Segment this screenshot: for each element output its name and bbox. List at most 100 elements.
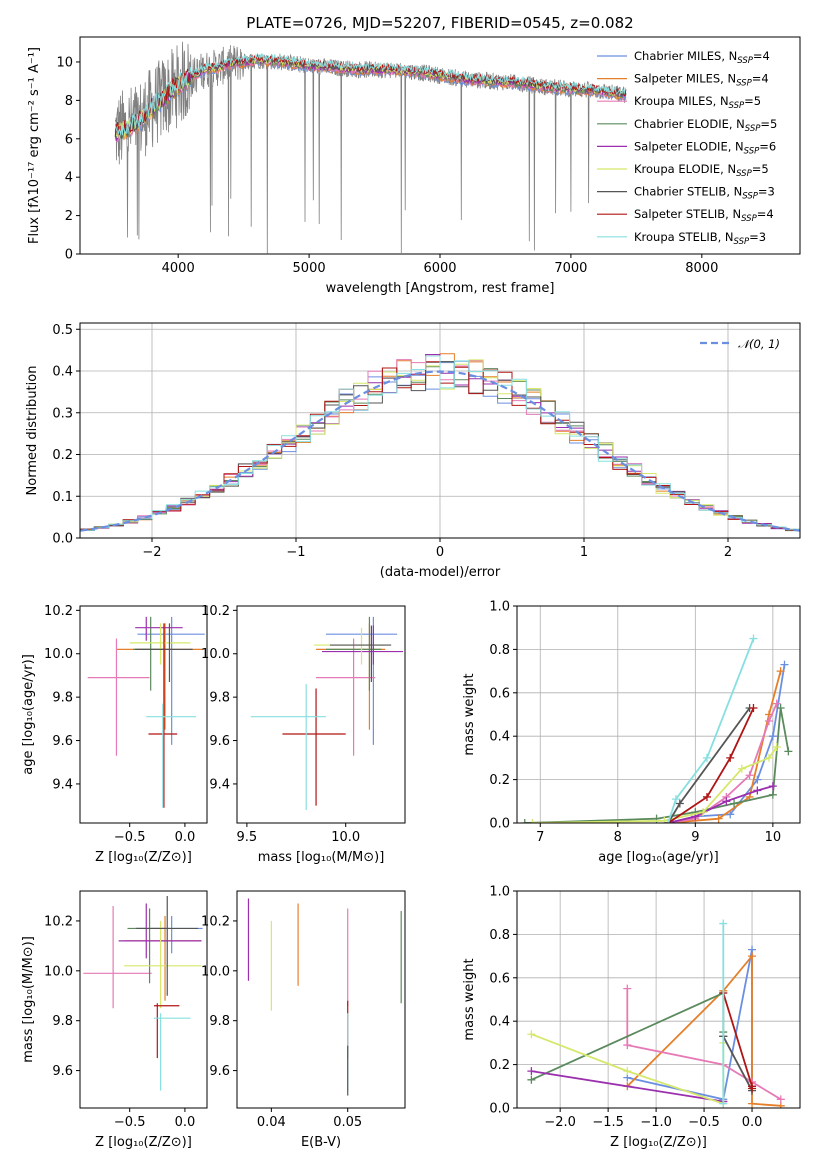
figure-title: PLATE=0726, MJD=52207, FIBERID=0545, z=0… (246, 14, 633, 32)
x-tick-label: −0.5 (688, 1115, 720, 1130)
y-tick-label: 0.0 (52, 532, 73, 547)
y-tick-label: 0.4 (489, 1015, 510, 1030)
errorbar-point (116, 623, 203, 730)
plot-area (114, 41, 627, 254)
errorbar-point (153, 1003, 180, 1059)
plot-area (517, 606, 800, 823)
x-axis-label: mass [log₁₀(M/M⊙)] (258, 850, 385, 865)
x-tick-label: 8000 (685, 261, 718, 276)
x-tick-label: −0.5 (114, 830, 146, 845)
plus-marker (664, 819, 673, 823)
plus-marker (527, 1067, 536, 1076)
plus-marker (520, 819, 529, 823)
plot-area (83, 895, 203, 1091)
panel-age-vs-z: −0.5 0.0 9.4 9.6 9.8 10.0 10.2 Z [log₁₀(Z/Z⊙)] a… (21, 604, 208, 865)
plus-marker (776, 703, 785, 712)
y-tick-label: 0.8 (489, 643, 510, 658)
legend-entry: Chabrier STELIB, NSSP=3 (634, 185, 775, 202)
legend-entry: Salpeter STELIB, NSSP=4 (634, 207, 774, 224)
errorbar-point (250, 684, 326, 810)
axes-frame (516, 890, 801, 1109)
y-tick-label: 9.4 (52, 777, 73, 792)
plot-area (87, 616, 205, 808)
errorbar-point (146, 703, 196, 808)
x-tick-label: 10.0 (331, 830, 360, 845)
y-axis-label: mass [log₁₀(M/M⊙)] (21, 936, 36, 1063)
plus-marker (776, 1095, 785, 1104)
plus-marker (714, 814, 723, 823)
plus-marker (528, 819, 537, 823)
legend-entry: Salpeter MILES, NSSP=4 (634, 72, 769, 89)
errorbar-point (282, 688, 346, 806)
plot-area (517, 891, 800, 1108)
x-tick-label: 0.05 (333, 1115, 362, 1130)
x-tick-label: 7 (536, 830, 544, 845)
errorbar-point (314, 627, 386, 665)
y-tick-label: 10.0 (201, 647, 230, 662)
y-tick-label: 4 (65, 171, 73, 186)
plus-marker (764, 753, 773, 762)
x-tick-label: 9.5 (237, 830, 258, 845)
x-tick-label: −1.5 (592, 1115, 624, 1130)
x-tick-label: −2.0 (544, 1115, 576, 1130)
panel-residual-histogram: −2 −1 0 1 2 0.0 0.1 0.2 0.3 0.4 0.5 (data-model)/er… (25, 322, 801, 580)
y-axis-label: age [log₁₀(age/yr)] (21, 654, 36, 775)
mass-weight-line (668, 703, 778, 823)
plus-marker (527, 1030, 536, 1039)
y-tick-label: 9.6 (52, 734, 73, 749)
y-tick-label: 9.6 (209, 1064, 230, 1079)
plus-marker (623, 984, 632, 993)
plus-marker (748, 1099, 757, 1108)
plus-marker (527, 1075, 536, 1084)
y-tick-label: 0.6 (489, 971, 510, 986)
axes-frame (236, 605, 406, 824)
y-tick-label: 1.0 (489, 885, 510, 900)
x-tick-label: 6000 (423, 261, 456, 276)
errorbar-point (127, 908, 169, 984)
plus-marker (772, 699, 781, 708)
y-tick-label: 0.1 (52, 490, 73, 505)
plus-marker (737, 764, 746, 773)
axes-frame (79, 36, 801, 255)
plus-marker (671, 795, 680, 804)
plus-marker (753, 775, 762, 784)
plus-marker (675, 799, 684, 808)
legend-entry: Kroupa STELIB, NSSP=3 (634, 230, 766, 247)
mass-weight-line (532, 746, 778, 823)
y-tick-label: 9.4 (209, 777, 230, 792)
y-tick-label: 9.6 (209, 734, 230, 749)
x-tick-label: 7000 (554, 261, 587, 276)
model-spectrum (114, 56, 627, 141)
y-tick-label: 2 (65, 209, 73, 224)
x-tick-label: 0.04 (257, 1115, 286, 1130)
x-axis-label: wavelength [Angstrom, rest frame] (326, 281, 555, 296)
errorbar-point (136, 895, 199, 996)
legend-entry: 𝒩(0, 1) (738, 337, 780, 351)
axes-frame (79, 605, 208, 824)
plus-marker (702, 792, 711, 801)
plus-marker (768, 782, 777, 791)
legend-entry: Chabrier ELODIE, NSSP=5 (634, 117, 777, 134)
errorbar-point (329, 625, 392, 682)
plus-marker (699, 808, 708, 817)
x-tick-label: 0.0 (175, 1115, 196, 1130)
errorbar-point (83, 905, 152, 1009)
y-axis-label: mass weight (462, 958, 477, 1040)
mass-weight-line (531, 1070, 724, 1103)
y-axis-label: Normed distribution (25, 366, 40, 496)
panel-age-vs-mass: 9.5 10.0 9.4 9.6 9.8 10.0 10.2 mass [log₁₀(M/M⊙… (201, 604, 406, 865)
plus-marker (768, 732, 777, 741)
x-tick-label: 0.0 (742, 1115, 763, 1130)
axes-frame (236, 890, 406, 1109)
y-tick-label: 0.2 (489, 773, 510, 788)
y-tick-label: 9.8 (209, 691, 230, 706)
y-tick-label: 0.4 (489, 730, 510, 745)
y-tick-label: 0.4 (52, 365, 73, 380)
plus-marker (768, 790, 777, 799)
errorbar-point (124, 920, 202, 1009)
x-tick-label: −0.5 (114, 1115, 146, 1130)
x-tick-label: 2 (724, 545, 732, 560)
y-tick-label: 0.6 (489, 686, 510, 701)
errorbar-point (87, 638, 150, 756)
x-tick-label: 0 (436, 545, 444, 560)
